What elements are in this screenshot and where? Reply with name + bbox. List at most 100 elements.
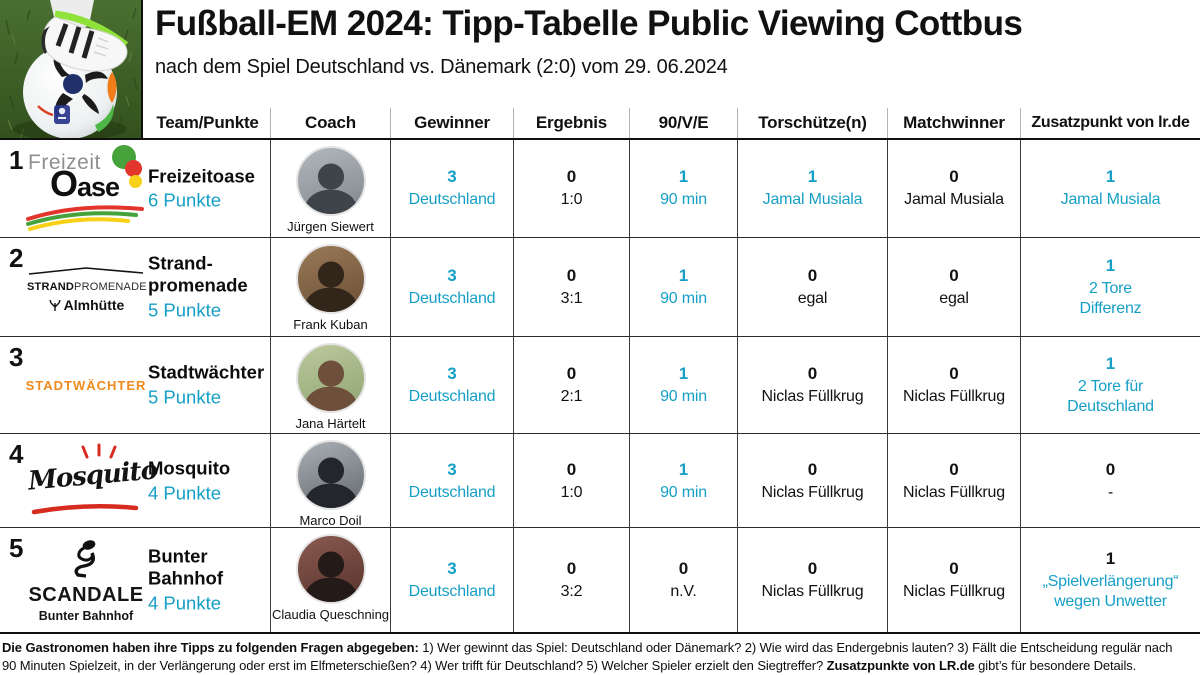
team-cell: 2 STRANDPROMENADE Almhütte Strand- prome…: [0, 238, 270, 336]
tip-points: 0: [566, 167, 577, 186]
coach-name: Jürgen Siewert: [287, 219, 374, 234]
team-name: Mosquito: [148, 457, 231, 479]
tip-value: 2 Tore für Deutschland: [1067, 377, 1154, 415]
team-cell: 4 Mosquito Mosquito 4 Punkte: [0, 434, 270, 528]
tip-cell-zusatzpunkt: 1 Jamal Musiala: [1020, 140, 1200, 237]
logo-text: PROMENADE: [74, 280, 147, 293]
tip-points: 0: [949, 558, 959, 578]
coach-cell: Jürgen Siewert: [270, 140, 390, 237]
tip-cell-ergebnis: 0 1:0: [513, 434, 629, 528]
tip-value: Deutschland: [408, 191, 496, 208]
page-title: Fußball-EM 2024: Tipp-Tabelle Public Vie…: [155, 4, 1023, 43]
tip-cell-gewinner: 3 Deutschland: [390, 238, 513, 336]
tip-cell-matchwinner: 0 egal: [887, 238, 1020, 336]
rank-number: 3: [9, 342, 24, 372]
footer-note: Die Gastronomen haben ihre Tipps zu folg…: [0, 632, 1200, 675]
tip-value: Jamal Musiala: [904, 191, 1004, 208]
coach-photo: [295, 244, 366, 314]
tip-cell-ergebnis: 0 3:1: [513, 238, 629, 336]
tip-cell-90ve: 1 90 min: [629, 140, 737, 237]
tip-cell-matchwinner: 0 Niclas Füllkrug: [887, 337, 1020, 433]
team-logo-stadtwaechter: STADTWÄCHTER: [25, 377, 147, 393]
logo-circle-yellow: [129, 174, 142, 188]
tip-cell-torschuetze: 0 Niclas Füllkrug: [737, 434, 887, 528]
logo-text: Mosquito: [26, 455, 159, 497]
tip-cell-zusatzpunkt: 1 2 Tore Differenz: [1020, 238, 1200, 336]
tip-points: 1: [1105, 548, 1116, 568]
page-subtitle: nach dem Spiel Deutschland vs. Dänemark …: [155, 56, 728, 78]
tip-points: 3: [447, 363, 457, 383]
tip-value: Deutschland: [408, 582, 496, 600]
logo-rays-icon: [81, 443, 117, 459]
coach-photo: [295, 146, 366, 216]
logo-circle-red: [125, 159, 142, 177]
logo-text: O: [50, 162, 78, 204]
person-silhouette-icon: [303, 457, 358, 508]
team-logo-mosquito: Mosquito: [27, 441, 158, 521]
coach-photo: [295, 440, 366, 510]
tip-points: 0: [566, 459, 577, 479]
footer-questions-line1: 1) Wer gewinnt das Spiel: Deutschland od…: [422, 640, 1173, 655]
col-header-zusatzpunkt: Zusatzpunkt von lr.de: [1020, 108, 1200, 138]
team-cell: 3 STADTWÄCHTER Stadtwächter 5 Punkte: [0, 337, 270, 433]
tip-points: 0: [807, 558, 818, 578]
logo-swoosh: [26, 204, 144, 231]
tip-cell-matchwinner: 0 Jamal Musiala: [887, 140, 1020, 237]
rank-number: 2: [9, 243, 24, 273]
tip-value: -: [1107, 483, 1114, 501]
tip-points: 1: [1105, 167, 1116, 186]
tip-points: 1: [678, 459, 689, 479]
team-name: Freizeitoase: [148, 165, 255, 187]
col-header-gewinner: Gewinner: [390, 108, 513, 138]
footer-questions-line2: 90 Minuten Spielzeit, in der Verlängerun…: [2, 658, 824, 674]
tip-value: n.V.: [670, 582, 697, 600]
tip-points: 0: [807, 265, 818, 285]
tip-points: 1: [1105, 255, 1116, 275]
tip-points: 1: [807, 167, 818, 186]
tip-points: 3: [447, 167, 457, 186]
coach-name: Jana Härtelt: [295, 416, 366, 431]
footer-lrde-bold: Zusatzpunkte von LR.de: [826, 658, 975, 674]
table-row: 2 STRANDPROMENADE Almhütte Strand- prome…: [0, 238, 1200, 337]
logo-text: Freizeit: [28, 150, 101, 174]
tip-cell-90ve: 1 90 min: [629, 434, 737, 528]
tip-value: Niclas Füllkrug: [903, 387, 1005, 405]
team-cell: 5 SCANDALE Bunter Bahnhof Bunter Bahnhof…: [0, 528, 270, 632]
team-cell: 1 Freizeit Oase Freizeitoase 6: [0, 140, 270, 237]
tip-cell-matchwinner: 0 Niclas Füllkrug: [887, 528, 1020, 632]
tip-cell-90ve: 1 90 min: [629, 337, 737, 433]
coach-cell: Claudia Queschning: [270, 528, 390, 632]
table-header: Team/Punkte Coach Gewinner Ergebnis 90/V…: [0, 108, 1200, 140]
tip-cell-gewinner: 3 Deutschland: [390, 337, 513, 433]
table-row: 3 STADTWÄCHTER Stadtwächter 5 Punkte Jan…: [0, 337, 1200, 434]
tip-value: 90 min: [660, 387, 707, 405]
tip-points: 0: [566, 265, 577, 285]
person-silhouette-icon: [303, 360, 358, 411]
col-header-team: Team/Punkte: [156, 113, 259, 132]
tip-value: 2 Tore Differenz: [1079, 279, 1142, 317]
col-header-ergebnis: Ergebnis: [513, 108, 629, 138]
tip-cell-matchwinner: 0 Niclas Füllkrug: [887, 434, 1020, 528]
tip-points: 3: [447, 558, 457, 578]
header-photo-boot-on-ball: [0, 0, 143, 140]
tip-value: Deutschland: [408, 483, 496, 501]
snake-icon: [74, 539, 96, 578]
team-name: Stadtwächter: [148, 361, 265, 383]
team-name: Bunter Bahnhof: [148, 545, 224, 589]
coach-cell: Jana Härtelt: [270, 337, 390, 433]
tip-value: 3:1: [560, 289, 583, 307]
tip-cell-ergebnis: 0 2:1: [513, 337, 629, 433]
team-logo-strandpromenade: STRANDPROMENADE Almhütte: [27, 262, 147, 313]
tip-value: Niclas Füllkrug: [903, 483, 1005, 501]
coach-cell: Marco Doil: [270, 434, 390, 528]
tip-points: 1: [678, 167, 689, 186]
team-points: 5 Punkte: [148, 386, 222, 408]
logo-roof-icon: [28, 266, 144, 275]
tip-value: Niclas Füllkrug: [761, 387, 864, 405]
coach-name: Marco Doil: [299, 513, 362, 528]
col-header-matchwinner: Matchwinner: [887, 108, 1020, 138]
tip-cell-gewinner: 3 Deutschland: [390, 434, 513, 528]
tip-points: 0: [807, 459, 818, 479]
coach-name: Frank Kuban: [293, 317, 368, 332]
tip-value: Jamal Musiala: [762, 191, 863, 208]
